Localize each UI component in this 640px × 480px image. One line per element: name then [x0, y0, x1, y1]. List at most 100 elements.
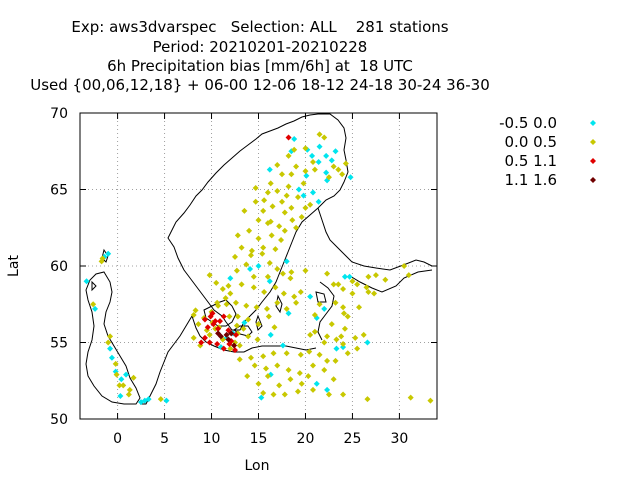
station-point [307, 201, 314, 208]
station-point [261, 197, 268, 204]
station-point [206, 331, 213, 338]
legend-label: 1.1 1.6 [505, 171, 557, 189]
station-point [231, 342, 238, 349]
x-tick-label: 30 [391, 431, 409, 447]
station-point [252, 184, 259, 191]
station-point [323, 169, 330, 176]
station-point [279, 342, 286, 349]
station-point [216, 318, 223, 325]
legend-marker [590, 120, 596, 126]
station-point [234, 313, 241, 320]
station-point [285, 134, 292, 141]
station-point [113, 371, 120, 378]
station-point [258, 394, 265, 401]
x-tick-label: 20 [297, 431, 315, 447]
station-point [220, 313, 227, 320]
x-axis-label: Lon [245, 458, 270, 474]
station-point [427, 397, 434, 404]
station-point [325, 391, 332, 398]
station-point [223, 331, 230, 338]
station-point [243, 302, 250, 309]
station-point [145, 396, 152, 403]
station-point [309, 158, 316, 165]
station-point [270, 350, 277, 357]
station-point [214, 341, 221, 348]
station-point [283, 305, 290, 312]
station-point [227, 290, 234, 297]
station-point [291, 136, 298, 143]
legend-marker [590, 177, 596, 183]
station-point [192, 307, 199, 314]
station-point [251, 362, 258, 369]
station-point [285, 183, 292, 190]
station-point [316, 301, 323, 308]
title-line-4: Used {00,06,12,18} + 06-00 12-06 18-12 2… [30, 76, 490, 94]
station-point [250, 284, 257, 291]
station-point [272, 246, 279, 253]
x-tick-label: 0 [113, 431, 122, 447]
station-point [236, 356, 243, 363]
station-point [243, 261, 250, 268]
station-point [90, 301, 97, 308]
station-point [297, 289, 304, 296]
station-point [280, 290, 287, 297]
station-point [264, 189, 271, 196]
station-point [236, 342, 243, 349]
station-point [294, 388, 301, 395]
station-point [281, 227, 288, 234]
station-point [332, 148, 339, 155]
station-point [333, 345, 340, 352]
station-point [307, 331, 314, 338]
station-point [346, 273, 353, 280]
station-point [244, 373, 251, 380]
station-point [371, 290, 378, 297]
station-point [340, 344, 347, 351]
station-point [83, 278, 90, 285]
station-point [291, 293, 298, 300]
station-point [332, 299, 339, 306]
station-point [120, 382, 127, 389]
station-point [291, 146, 298, 153]
station-point [190, 334, 197, 341]
station-point [190, 311, 197, 318]
station-point [330, 376, 337, 383]
station-point [125, 391, 132, 398]
station-point [340, 285, 347, 292]
station-point [335, 281, 342, 288]
station-point [288, 269, 295, 276]
station-point [281, 209, 288, 216]
station-point [198, 339, 205, 346]
station-point [274, 188, 281, 195]
station-point [287, 275, 294, 282]
station-point [321, 339, 328, 346]
station-point [309, 362, 316, 369]
station-point [285, 152, 292, 159]
station-point [264, 273, 271, 280]
station-point [209, 310, 216, 317]
station-point [285, 310, 292, 317]
legend-label: -0.5 0.0 [499, 114, 557, 132]
station-point [241, 319, 248, 326]
legend-label: 0.5 1.1 [505, 152, 557, 170]
station-point [227, 275, 234, 282]
station-point [276, 382, 283, 389]
station-point [311, 328, 318, 335]
station-point [107, 333, 114, 340]
station-point [105, 250, 112, 257]
station-point [372, 272, 379, 279]
station-point [340, 304, 347, 311]
station-point [349, 278, 356, 285]
station-point [163, 397, 170, 404]
station-points [83, 131, 434, 406]
station-point [259, 250, 266, 257]
station-point [313, 380, 320, 387]
station-point [344, 313, 351, 320]
station-point [298, 380, 305, 387]
station-point [265, 313, 272, 320]
station-point [283, 192, 290, 199]
station-point [247, 252, 254, 259]
station-point [293, 299, 300, 306]
station-point [302, 145, 309, 152]
station-point [107, 345, 114, 352]
station-point [252, 198, 259, 205]
